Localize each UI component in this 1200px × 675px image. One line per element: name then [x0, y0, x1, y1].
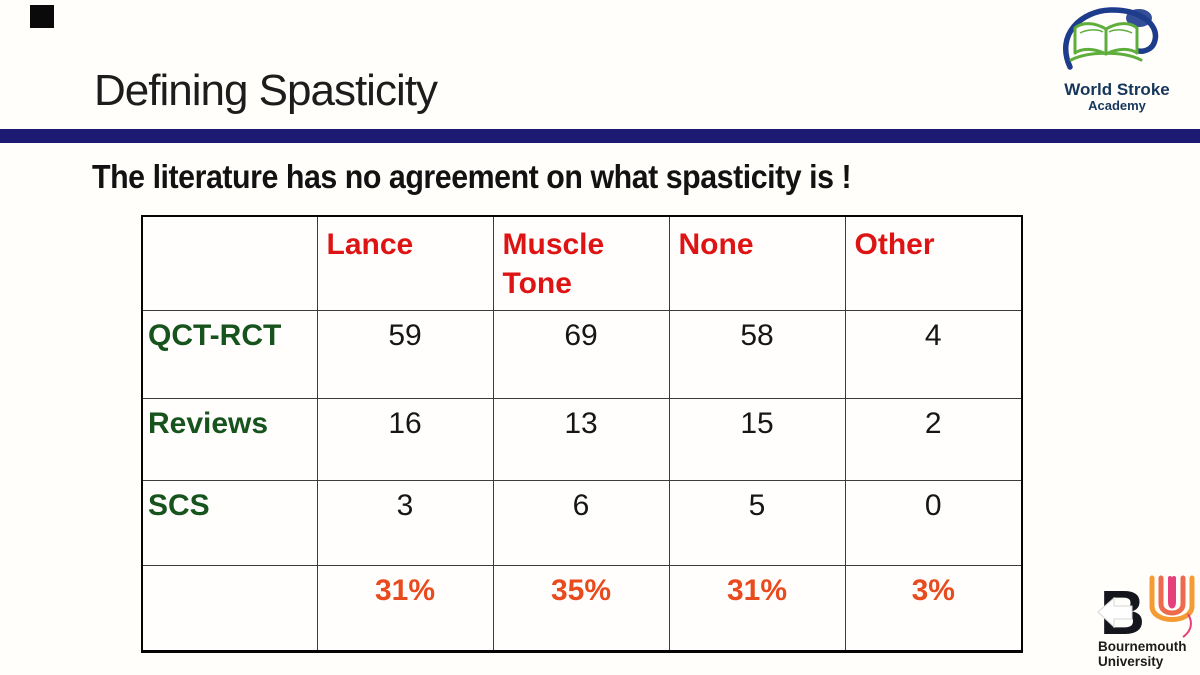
table-header-row: Lance Muscle Tone None Other	[141, 215, 1023, 311]
slide-subtitle: The literature has no agreement on what …	[92, 158, 852, 195]
table-cell: 4	[844, 310, 1023, 399]
book-swoosh-icon: World Stroke Academy	[1062, 7, 1170, 113]
bu-logo-text-line1: Bournemouth	[1098, 639, 1187, 654]
table-cell: 0	[844, 480, 1023, 566]
row-label: QCT-RCT	[141, 310, 318, 399]
column-header-none: None	[668, 215, 846, 311]
table-cell: 58	[668, 310, 846, 399]
percent-cell: 31%	[668, 565, 846, 652]
table-row-reviews: Reviews 16 13 15 2	[141, 398, 1023, 481]
table-cell: 3	[316, 480, 494, 566]
table-cell: 6	[492, 480, 670, 566]
table-cell: 15	[668, 398, 846, 481]
spasticity-definitions-table: Lance Muscle Tone None Other QCT-RCT 59 …	[141, 215, 1023, 653]
table-cell: 13	[492, 398, 670, 481]
percent-cell: 35%	[492, 565, 670, 652]
table-row-percentages: 31% 35% 31% 3%	[141, 565, 1023, 652]
percent-cell: 3%	[844, 565, 1023, 652]
row-label: Reviews	[141, 398, 318, 481]
column-header-other: Other	[844, 215, 1023, 311]
table-row-qct-rct: QCT-RCT 59 69 58 4	[141, 310, 1023, 399]
table-cell: 69	[492, 310, 670, 399]
table-cell: 5	[668, 480, 846, 566]
percent-cell: 31%	[316, 565, 494, 652]
bu-logo-text-line2: University	[1098, 654, 1164, 669]
table-row-scs: SCS 3 6 5 0	[141, 480, 1023, 566]
world-stroke-academy-logo: World Stroke Academy	[1042, 5, 1192, 117]
title-divider-bar	[0, 129, 1200, 143]
table-cell: 59	[316, 310, 494, 399]
slide-corner-marker	[30, 5, 54, 28]
wsa-logo-text-line1: World Stroke	[1064, 80, 1169, 99]
table-cell: 16	[316, 398, 494, 481]
column-header-lance: Lance	[316, 215, 494, 311]
wsa-logo-text-line2: Academy	[1088, 98, 1147, 113]
row-label	[141, 565, 318, 652]
row-label: SCS	[141, 480, 318, 566]
corner-cell	[141, 215, 318, 311]
bu-monogram-icon: B Bournemouth University	[1097, 575, 1195, 669]
cursor-icon	[1097, 596, 1133, 629]
slide-title: Defining Spasticity	[94, 66, 438, 115]
bournemouth-university-logo: B Bournemouth University	[1097, 572, 1200, 674]
column-header-muscle-tone: Muscle Tone	[492, 215, 670, 311]
table-cell: 2	[844, 398, 1023, 481]
